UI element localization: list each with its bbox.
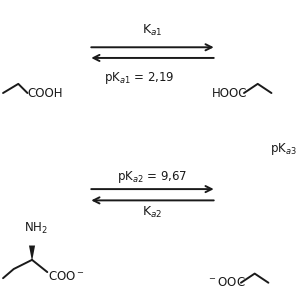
Text: NH$_2$: NH$_2$ [24,221,48,236]
Text: pK$_{a3}$: pK$_{a3}$ [270,142,297,157]
Text: pK$_{a1}$ = 2,19: pK$_{a1}$ = 2,19 [103,70,174,86]
Text: COOH: COOH [27,87,63,99]
Text: K$_{a1}$: K$_{a1}$ [142,23,163,38]
Text: $^-$OOC: $^-$OOC [207,276,246,289]
Polygon shape [29,246,35,260]
Text: HOOC: HOOC [212,87,247,99]
Text: COO$^-$: COO$^-$ [48,270,85,283]
Text: K$_{a2}$: K$_{a2}$ [142,205,163,220]
Text: pK$_{a2}$ = 9,67: pK$_{a2}$ = 9,67 [117,169,188,185]
